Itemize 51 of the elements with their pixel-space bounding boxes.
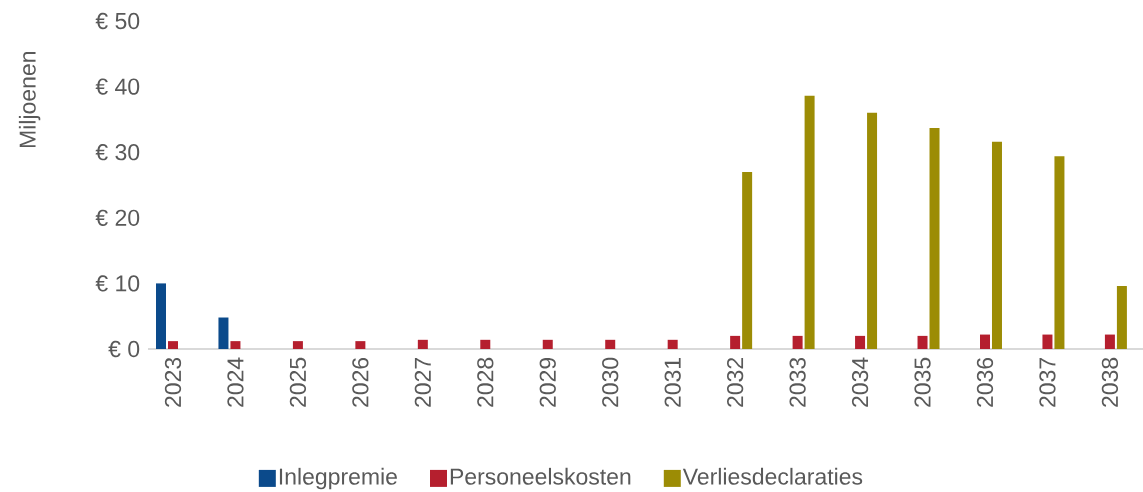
x-tick-label: 2038: [1101, 357, 1119, 407]
bar: [855, 335, 866, 349]
bar: [929, 127, 940, 349]
bar: [155, 283, 166, 349]
bar: [167, 341, 178, 349]
x-tick-label: 2027: [414, 358, 431, 407]
x-tick-label: 2037: [1039, 358, 1056, 407]
x-tick-label: 2026: [352, 357, 369, 407]
bar: [480, 339, 491, 349]
bar: [218, 317, 229, 349]
bar: [292, 341, 303, 349]
x-tick-label: 2028: [477, 357, 494, 407]
y-tick-label: € 30: [95, 144, 140, 161]
bar: [1054, 156, 1065, 349]
bar: [667, 339, 678, 349]
bar: [867, 112, 878, 349]
bar: [792, 335, 803, 349]
x-tick-label: 2025: [289, 357, 307, 407]
y-axis-title: Miljoenen: [18, 52, 41, 148]
y-tick-label: € 0: [108, 340, 140, 358]
x-tick-label: 2031: [664, 358, 681, 407]
bar: [355, 341, 366, 349]
bar: [1104, 334, 1115, 349]
bar: [730, 335, 741, 349]
x-tick-label: 2024: [227, 357, 244, 407]
bar: [991, 141, 1002, 349]
bar: [804, 95, 815, 349]
x-tick-label: 2035: [914, 357, 931, 407]
legend-label: Personeelskosten: [450, 467, 631, 485]
x-tick-label: 2029: [539, 357, 556, 407]
x-tick-label: 2034: [851, 357, 869, 407]
x-tick-label: 2036: [976, 357, 994, 407]
bar: [1042, 334, 1053, 349]
x-tick-label: 2023: [164, 357, 182, 407]
bar: [230, 341, 241, 349]
bar: [605, 339, 616, 349]
legend-label: Inlegpremie: [279, 467, 397, 490]
y-tick-label: € 10: [95, 275, 140, 292]
y-tick-label: € 20: [95, 209, 140, 226]
x-tick-label: 2033: [789, 357, 806, 407]
x-tick-label: 2032: [726, 358, 744, 407]
bar: [542, 339, 553, 349]
y-tick-label: € 50: [95, 12, 140, 30]
bar: [742, 171, 753, 349]
bar: [1116, 286, 1127, 349]
bar: [979, 334, 990, 349]
y-tick-label: € 40: [95, 78, 140, 95]
legend-label: Verliesdeclaraties: [682, 467, 863, 485]
x-tick-label: 2030: [602, 357, 619, 407]
bar: [417, 339, 428, 349]
bar: [917, 335, 928, 349]
